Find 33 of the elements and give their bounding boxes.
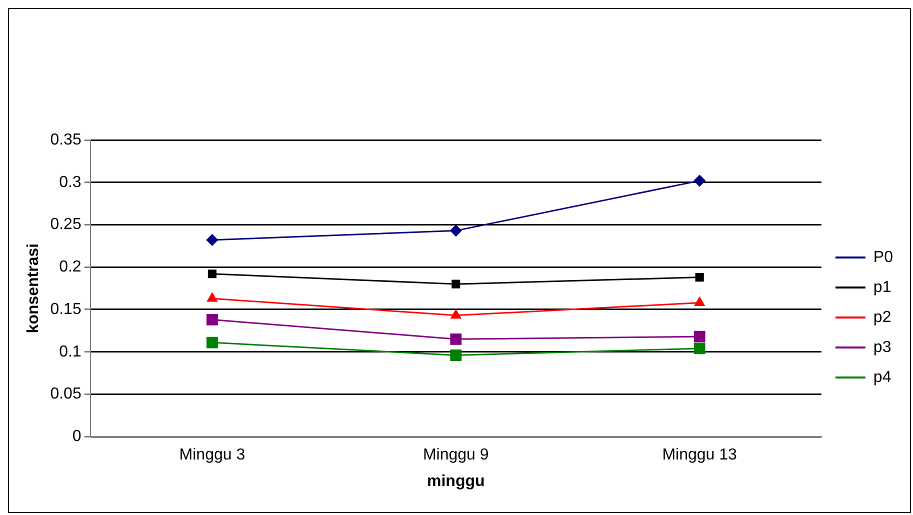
y-tick-label: 0.35 (50, 131, 82, 148)
legend-label: p2 (873, 308, 892, 326)
legend-label: p4 (873, 368, 892, 386)
x-tick-label: Minggu 3 (179, 446, 246, 464)
legend-label: p1 (873, 278, 892, 296)
point (450, 310, 461, 319)
legend-label: p3 (873, 338, 892, 356)
point (208, 270, 216, 278)
y-tick-label: 0.15 (50, 300, 82, 318)
x-axis-title: minggu (427, 472, 485, 490)
y-tick-label: 0.2 (59, 258, 82, 276)
y-tick-label: 0.3 (59, 174, 82, 191)
point (450, 350, 462, 361)
point (694, 296, 705, 306)
point (206, 336, 218, 348)
y-tick-label: 0.1 (59, 343, 82, 360)
point (694, 330, 706, 342)
point (452, 280, 460, 288)
point (206, 314, 218, 326)
point (695, 273, 704, 282)
x-tick-label: Minggu 13 (662, 446, 738, 464)
point (450, 224, 462, 236)
y-tick-label: 0.25 (50, 216, 82, 234)
point (450, 333, 462, 345)
point (694, 342, 706, 354)
point (694, 174, 706, 186)
point (206, 234, 218, 246)
y-tick-label: 0.05 (50, 386, 82, 403)
point (207, 292, 218, 302)
y-tick-label: 0 (72, 428, 82, 446)
y-axis-title: konsentrasi (25, 243, 42, 334)
x-tick-label: Minggu 9 (422, 446, 489, 464)
legend-label: P0 (873, 248, 894, 266)
